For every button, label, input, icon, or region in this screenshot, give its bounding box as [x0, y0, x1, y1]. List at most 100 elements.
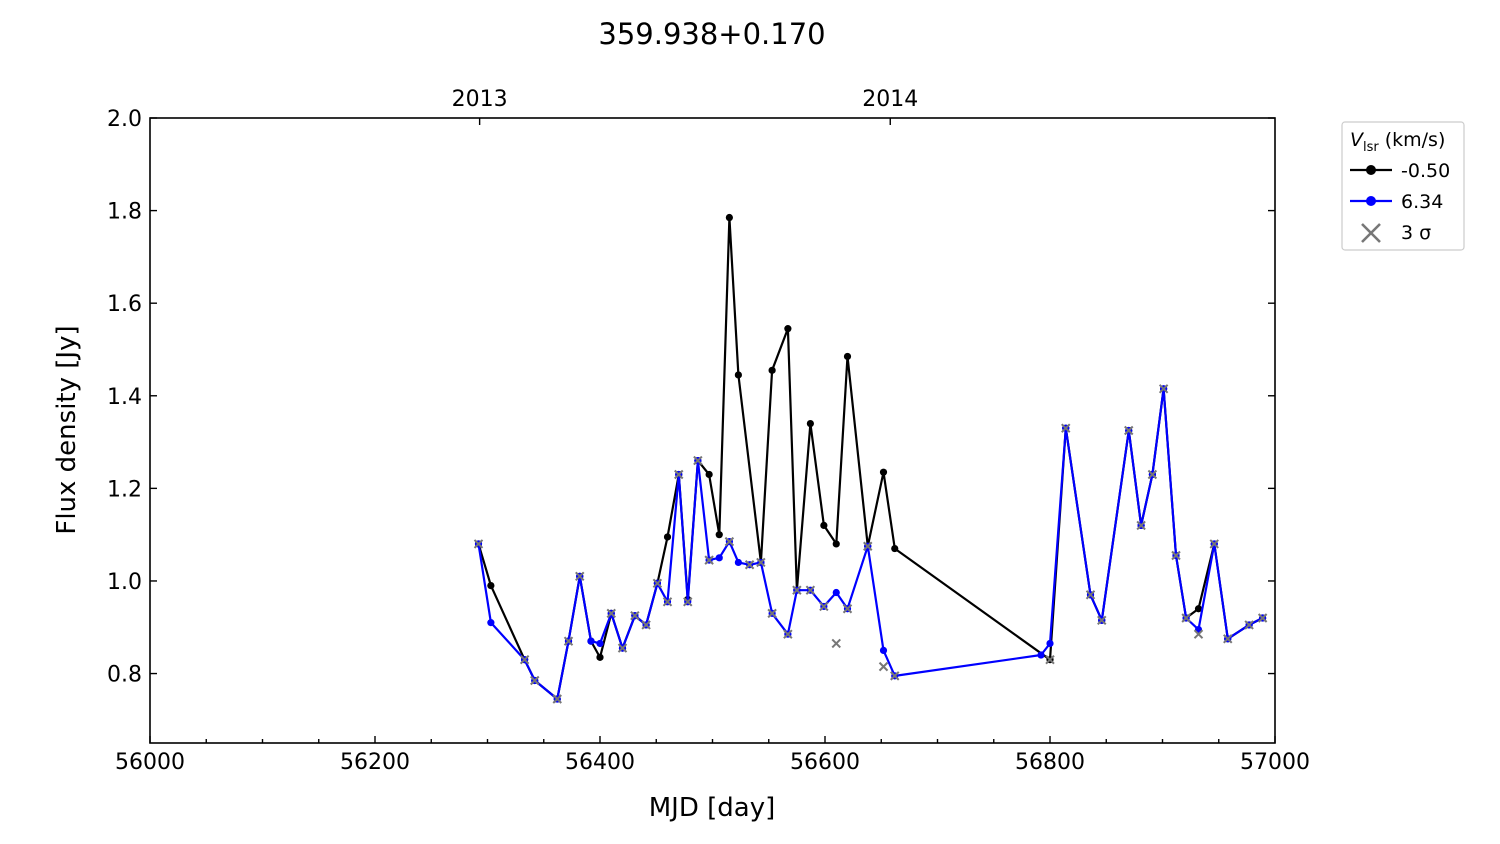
y-tick-label: 2.0	[107, 107, 142, 132]
x-tick-label: 56800	[1015, 750, 1085, 775]
series-1-point-19	[715, 554, 723, 562]
upper-limit-marker-25	[842, 604, 853, 614]
upper-limit-marker-42	[1244, 620, 1254, 630]
upper-limit-marker-4	[563, 636, 574, 646]
upper-limit-marker-41	[1223, 634, 1233, 644]
series-1-point-32	[879, 646, 888, 655]
upper-limit-marker-6	[606, 608, 616, 619]
series-0-point-23	[768, 366, 776, 374]
legend-marker-black	[1366, 165, 1376, 175]
x-tick-label: 57000	[1240, 750, 1310, 775]
series-0-point-31	[879, 468, 888, 476]
series-0-point-43	[1194, 605, 1203, 613]
series-0-point-32	[891, 544, 899, 553]
upper-limit-marker-38	[1181, 613, 1191, 623]
series-1-point-29	[832, 588, 840, 597]
upper-limit-marker-43	[1257, 613, 1268, 623]
upper-limit-marker-37	[1171, 550, 1181, 561]
legend-label-black: -0.50	[1401, 160, 1450, 182]
top-axis-ticks: 2013 2014	[452, 87, 918, 125]
series-0-point-20	[725, 213, 733, 222]
y-tick-label: 1.4	[107, 385, 142, 410]
series-0-point-19	[715, 531, 723, 539]
upper-limit-marker-30	[1061, 423, 1071, 433]
upper-limit-marker-32	[1097, 615, 1107, 626]
chart-title: 359.938+0.170	[598, 17, 825, 51]
legend-title: Vlsr (km/s)	[1350, 129, 1445, 155]
upper-limit-marker-20	[783, 629, 793, 639]
y-axis-ticks: 0.8 1.0 1.2 1.4 1.6 1.8 2.0	[107, 107, 1275, 688]
x-tick-label: 56200	[340, 750, 410, 775]
x-tick-label: 56400	[565, 750, 635, 775]
y-tick-label: 1.6	[107, 292, 142, 317]
series-0-point-27	[820, 521, 828, 530]
series-0-point-21	[734, 371, 742, 379]
top-tick-label: 2014	[862, 87, 918, 112]
legend-marker-upper-limit	[1361, 223, 1381, 243]
upper-limit-marker-3	[552, 694, 562, 704]
upper-limit-marker-9	[641, 620, 651, 630]
upper-limit-marker-14	[693, 455, 703, 466]
upper-limit-marker-1	[519, 654, 530, 665]
legend-label-blue: 6.34	[1401, 191, 1443, 213]
series-1-point-1	[487, 619, 495, 627]
upper-limit-marker-19	[767, 608, 777, 619]
y-tick-label: 1.2	[107, 477, 142, 502]
upper-limit-marker-39	[1193, 629, 1204, 639]
upper-limit-marker-17	[744, 560, 755, 570]
series-1-point-21	[734, 558, 742, 567]
series-0-point-26	[806, 419, 814, 428]
legend-title-sub: lsr	[1363, 140, 1379, 155]
plot-frame	[149, 117, 1276, 744]
upper-limit-marker-0	[473, 539, 484, 549]
series-0-point-1	[487, 581, 495, 590]
legend-label-upper-limit: 3 σ	[1401, 222, 1431, 244]
upper-limit-marker-31	[1085, 590, 1096, 600]
upper-limit-marker-26	[863, 541, 873, 551]
series-0-point-14	[663, 533, 672, 541]
series-1-point-8	[596, 639, 604, 648]
series-0-point-28	[832, 540, 840, 548]
upper-limits	[473, 384, 1268, 704]
series-1-point-34	[1037, 651, 1045, 659]
x-axis-label: MJD [day]	[649, 793, 776, 823]
legend-title-main: V	[1350, 129, 1365, 151]
upper-limit-marker-29	[1045, 654, 1055, 665]
series-0-point-8	[596, 653, 604, 661]
upper-limit-marker-21	[792, 585, 802, 595]
x-tick-label: 56000	[115, 750, 185, 775]
upper-limit-marker-28	[890, 671, 900, 681]
upper-limit-marker-33	[1124, 425, 1134, 436]
upper-limit-marker-22	[805, 585, 816, 595]
legend-marker-blue	[1366, 196, 1376, 206]
legend-title-units: (km/s)	[1385, 129, 1446, 151]
series-1-point-35	[1046, 639, 1054, 648]
x-tick-label: 56600	[790, 750, 860, 775]
upper-limit-marker-18	[756, 557, 766, 568]
series-1-point-7	[587, 637, 595, 645]
y-tick-label: 1.0	[107, 570, 142, 595]
upper-limit-marker-36	[1158, 384, 1169, 394]
upper-limit-marker-13	[683, 597, 693, 607]
upper-limit-marker-23	[819, 601, 829, 612]
top-tick-label: 2013	[452, 87, 508, 112]
y-tick-label: 1.8	[107, 200, 142, 225]
series-line-1	[477, 387, 1264, 701]
upper-limit-marker-12	[674, 469, 684, 480]
upper-limit-marker-11	[662, 597, 673, 607]
upper-limit-marker-35	[1147, 469, 1158, 480]
y-axis-label: Flux density [Jy]	[52, 325, 82, 534]
upper-limit-marker-40	[1209, 539, 1219, 549]
legend-box	[1341, 121, 1465, 251]
upper-limit-marker-2	[530, 675, 540, 686]
plot-series	[474, 213, 1267, 703]
upper-limit-marker-8	[630, 610, 640, 621]
legend: Vlsr (km/s) -0.50 6.34 3 σ	[1341, 121, 1465, 251]
upper-limit-marker-16	[724, 536, 735, 547]
upper-limit-marker-34	[1136, 520, 1146, 531]
upper-limit-marker-27	[878, 661, 889, 672]
y-tick-label: 0.8	[107, 663, 142, 688]
series-0-point-29	[843, 352, 852, 361]
series-0-point-18	[705, 470, 713, 479]
